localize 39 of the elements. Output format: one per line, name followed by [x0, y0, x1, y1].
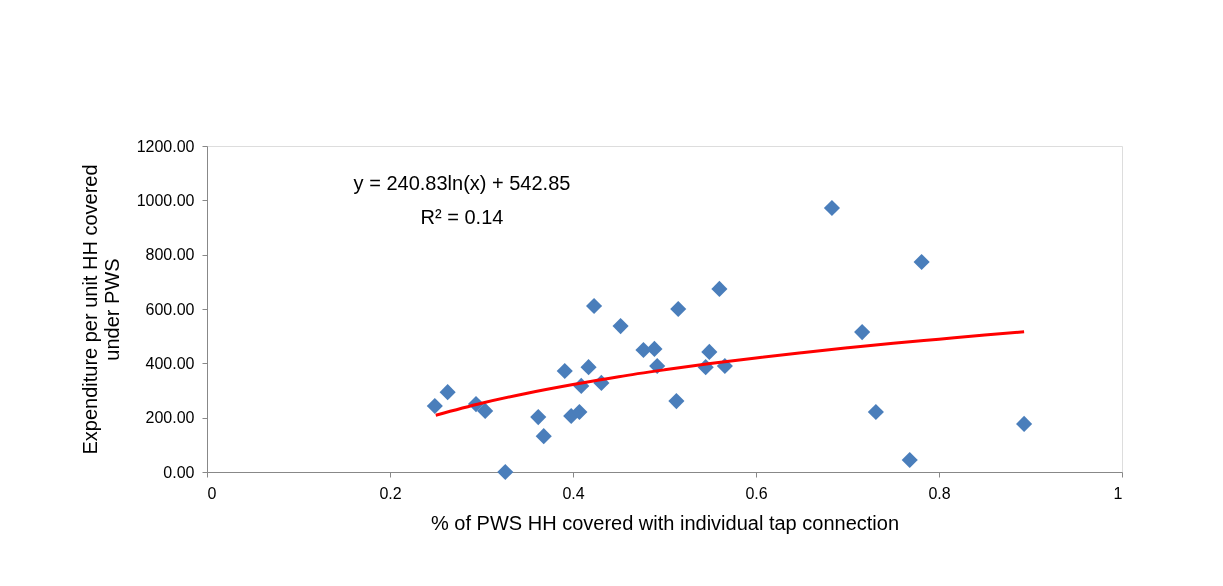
point	[823, 199, 841, 216]
x-tick-label: 0.2	[379, 484, 402, 502]
point	[556, 362, 573, 379]
point	[571, 403, 588, 421]
y-tick-label: 600.00	[145, 300, 195, 318]
point	[426, 397, 443, 415]
point	[439, 384, 456, 401]
point	[913, 253, 930, 271]
point	[497, 463, 514, 481]
point	[585, 297, 603, 315]
point	[668, 393, 685, 410]
y-tick-label: 0.00	[163, 463, 195, 481]
point	[711, 280, 728, 297]
point	[901, 451, 918, 469]
annotation: R² = 0.14	[420, 206, 504, 228]
x-tick-label: 0	[207, 484, 217, 502]
point	[646, 340, 663, 357]
y-axis-title: Expenditure per unit HH covered under PWS	[78, 164, 123, 455]
y-tick-label: 1200.00	[136, 137, 195, 155]
point	[530, 409, 547, 426]
x-axis-title: % of PWS HH covered with individual tap connection	[430, 511, 900, 534]
x-tick-label: 0.4	[562, 484, 585, 502]
y-tick-label: 1000.00	[136, 191, 195, 209]
point	[612, 318, 629, 335]
y-tick-label: 400.00	[145, 354, 195, 372]
point	[854, 324, 871, 341]
point	[867, 403, 884, 421]
point	[477, 402, 494, 419]
point	[580, 359, 597, 376]
point	[1016, 415, 1033, 432]
point	[701, 343, 718, 360]
point	[535, 428, 552, 445]
y-tick-label: 800.00	[145, 246, 195, 264]
annotation: y = 240.83ln(x) + 542.85	[353, 172, 571, 194]
x-tick-label: 0.6	[745, 484, 768, 502]
x-tick-label: 1	[1113, 484, 1123, 502]
y-tick-label: 200.00	[145, 409, 195, 427]
point	[670, 300, 687, 318]
x-tick-label: 0.8	[928, 484, 951, 502]
